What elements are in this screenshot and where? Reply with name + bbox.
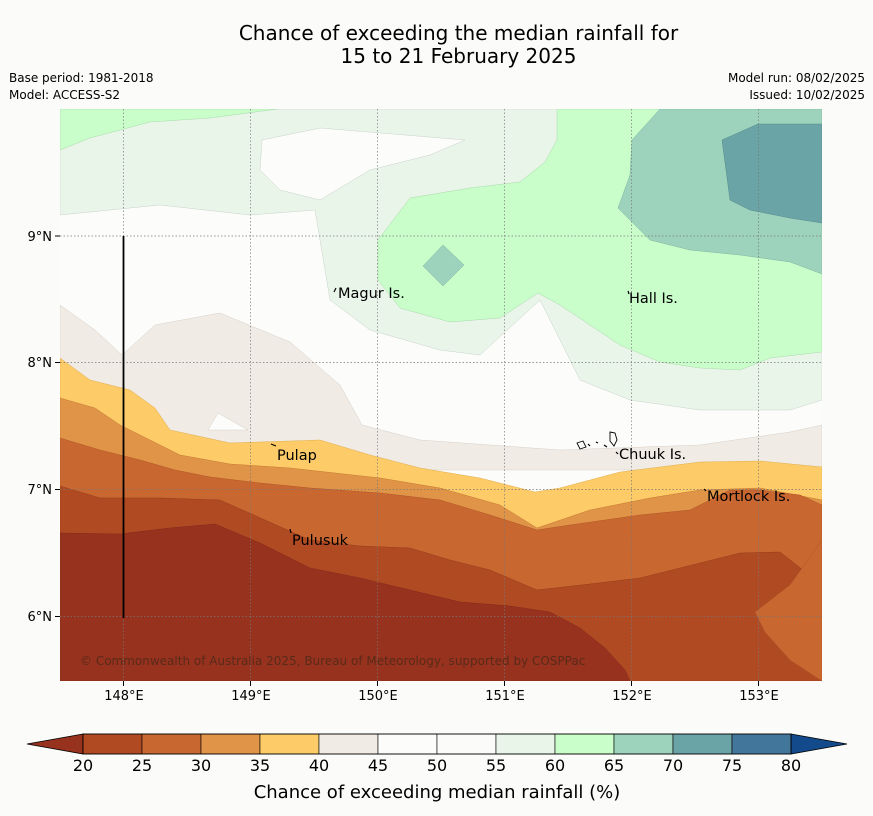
title-line-2: 15 to 21 February 2025: [340, 44, 577, 68]
copyright-text: © Commonwealth of Australia 2025, Bureau…: [80, 654, 585, 668]
colorbar-tick-labels: 20 25 30 35 40 45 50 55 60 65 70 75 80: [73, 756, 801, 775]
contour-25-30-se: [754, 539, 822, 681]
colorbar-segment-35_40: [259, 733, 320, 755]
place-hall: Hall Is.: [629, 291, 678, 307]
place-pulusuk: Pulusuk: [292, 533, 349, 549]
lon-tick-label: 148°E: [104, 689, 144, 704]
island-markers: [270, 287, 707, 534]
colorbar-segment-70_75: [672, 733, 733, 755]
colorbar-segment-50_55: [436, 733, 497, 755]
colorbar-segment-60_65: [554, 733, 615, 755]
colorbar-segment-75_80: [731, 733, 792, 755]
graticule: [60, 109, 822, 681]
place-mortlock: Mortlock Is.: [707, 489, 790, 505]
colorbar-segment-25_30: [141, 733, 202, 755]
mortlock-island-mark: [703, 488, 707, 492]
issued-text: Issued: 10/02/2025: [749, 88, 865, 102]
colorbar-tick-label: 65: [604, 756, 624, 775]
colorbar-tick-label: 55: [486, 756, 506, 775]
colorbar-segment-40_45: [318, 733, 379, 755]
colorbar: [26, 733, 848, 755]
colorbar-segment-65_70: [613, 733, 674, 755]
contour-65-70-patch: [422, 244, 465, 287]
lon-tick-label: 151°E: [485, 689, 525, 704]
contour-60-65-nw: [60, 109, 279, 151]
contour-inner-white: [259, 127, 466, 201]
lat-tick-label: 7°N: [28, 483, 53, 498]
colorbar-frame: [82, 733, 792, 755]
lat-tick-labels: 6°N 7°N 8°N 9°N: [28, 230, 53, 625]
contour-below-20: [60, 523, 631, 681]
hall-island-mark: [627, 290, 630, 295]
colorbar-segments: [82, 733, 792, 755]
colorbar-tick-label: 60: [545, 756, 565, 775]
colorbar-tick-label: 25: [132, 756, 152, 775]
place-magur: Magur Is.: [338, 286, 405, 302]
contour-70-75: [721, 123, 822, 224]
colorbar-low-arrow: [26, 733, 84, 755]
contour-grey-white-patch: [207, 412, 249, 431]
colorbar-high-arrow: [790, 733, 848, 755]
meta-left: Base period: 1981-2018 Model: ACCESS-S2: [9, 70, 154, 104]
lon-tick-label: 152°E: [612, 689, 652, 704]
place-chuuk: Chuuk Is.: [619, 447, 686, 463]
lon-tick-label: 153°E: [739, 689, 779, 704]
colorbar-tick-label: 45: [368, 756, 388, 775]
colorbar-segment-45_50: [377, 733, 438, 755]
colorbar-tick-label: 80: [781, 756, 801, 775]
chuuk-island-marks: [576, 431, 619, 455]
place-pulap: Pulap: [277, 448, 317, 464]
base-period-text: Base period: 1981-2018: [9, 71, 154, 85]
colorbar-tick-label: 35: [250, 756, 270, 775]
tick-marks: [55, 235, 759, 686]
colorbar-tick-label: 50: [427, 756, 447, 775]
model-run-text: Model run: 08/02/2025: [727, 71, 865, 85]
meta-right: Model run: 08/02/2025 Issued: 10/02/2025: [728, 70, 865, 104]
lat-tick-label: 6°N: [28, 610, 53, 625]
colorbar-tick-label: 20: [73, 756, 93, 775]
colorbar-title: Chance of exceeding median rainfall (%): [254, 782, 621, 803]
lat-tick-label: 9°N: [28, 230, 53, 245]
pulusuk-island-mark: [289, 528, 292, 534]
rainfall-contours: [60, 109, 822, 681]
colorbar-segment-55_60: [495, 733, 556, 755]
magur-island-mark: [333, 287, 337, 293]
colorbar-tick-label: 75: [722, 756, 742, 775]
pulap-island-mark: [270, 443, 277, 447]
colorbar-segment-30_35: [200, 733, 261, 755]
model-text: Model: ACCESS-S2: [9, 88, 121, 102]
lon-tick-label: 149°E: [231, 689, 271, 704]
lat-tick-label: 8°N: [28, 356, 53, 371]
title-line-1: Chance of exceeding the median rainfall …: [238, 21, 679, 45]
lon-tick-labels: 148°E 149°E 150°E 151°E 152°E 153°E: [104, 689, 779, 704]
colorbar-tick-label: 70: [663, 756, 683, 775]
colorbar-segment-20_25: [82, 733, 143, 755]
map-title: Chance of exceeding the median rainfall …: [0, 22, 873, 68]
place-labels: Magur Is. Hall Is. Pulap Chuuk Is. Mortl…: [277, 286, 790, 549]
lon-tick-label: 150°E: [358, 689, 398, 704]
colorbar-tick-label: 40: [309, 756, 329, 775]
colorbar-tick-label: 30: [191, 756, 211, 775]
